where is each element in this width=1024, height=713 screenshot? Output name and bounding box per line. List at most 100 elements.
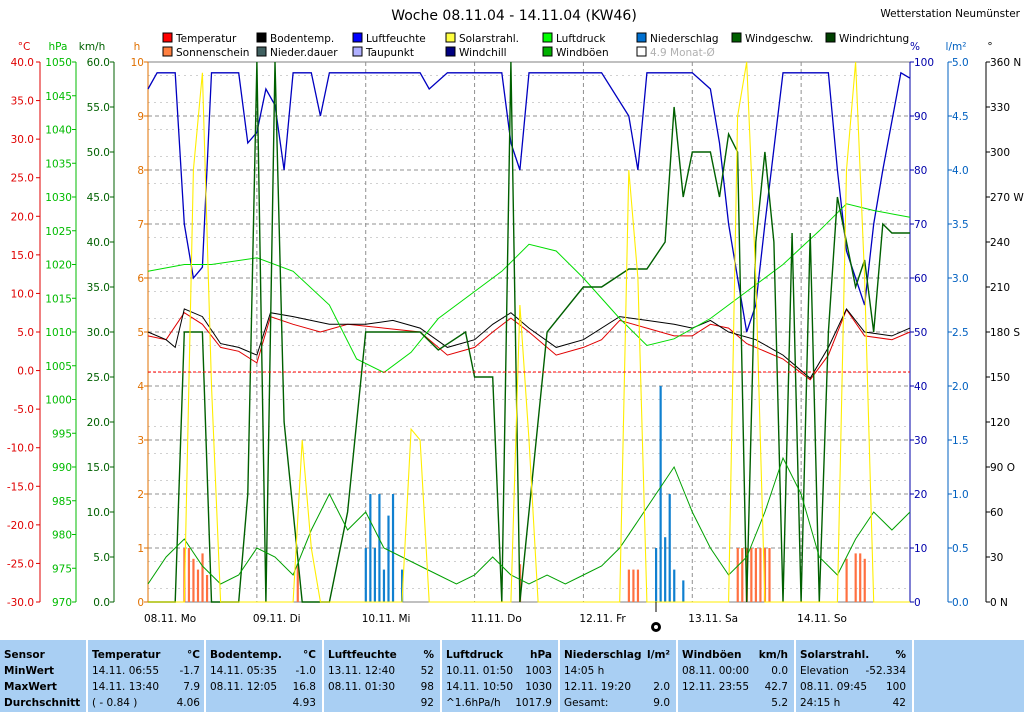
pressure-header: Luftdruck — [446, 649, 504, 661]
rain-tick-label: 1.0 — [952, 489, 969, 501]
rain-unit-label: l/m² — [946, 41, 967, 53]
percent-tick-label: 50 — [914, 327, 927, 339]
legend-swatch — [445, 32, 456, 43]
sunshine-bar — [187, 548, 191, 602]
humidity-min-time: 13.11. 12:40 — [328, 665, 395, 677]
wind-tick-label: 10.0 — [87, 507, 110, 519]
series-luftdruck — [147, 203, 911, 374]
series-bodentemp — [147, 307, 911, 380]
solar-avg: 42 — [892, 697, 906, 709]
sunshine-bar — [741, 548, 744, 602]
pressure-tick-label: 970 — [52, 597, 72, 609]
solar-duration: 24:15 h — [800, 697, 841, 709]
rain-bar — [682, 580, 685, 602]
percent-unit-label: % — [910, 41, 920, 53]
percent-tick-label: 80 — [914, 165, 927, 177]
rain-sum-label: Gesamt: — [564, 697, 609, 709]
rain-tick-label: 1.5 — [952, 435, 969, 447]
legend-label: Sonnenschein — [176, 47, 249, 59]
direction-tick-label: 30 — [990, 552, 1003, 564]
percent-tick-label: 30 — [914, 435, 927, 447]
sunshine-bar — [759, 548, 762, 602]
max-label: MaxWert — [4, 681, 57, 693]
x-tick-label: 09.11. Di — [253, 613, 301, 625]
sunshine-bar — [192, 558, 195, 602]
hours-tick-label: 10 — [131, 57, 144, 69]
rain-unit: l/m² — [647, 649, 670, 661]
soil-max: 16.8 — [292, 681, 316, 693]
pressure-tick-label: 980 — [52, 530, 72, 542]
hours-tick-label: 9 — [137, 111, 144, 123]
pressure-trend: ^1.6hPa/h — [446, 697, 501, 709]
legend-swatch — [542, 32, 553, 43]
legend-swatch — [542, 46, 553, 57]
direction-tick-label: 180 S — [990, 327, 1020, 339]
sunshine-bar — [627, 569, 630, 602]
stats-temperatur: Temperatur °C 14.11. 06:55 -1.7 14.11. 13:… — [92, 643, 202, 711]
hours-tick-label: 8 — [137, 165, 144, 177]
station-name: Wetterstation Neumünster — [880, 8, 1020, 20]
pressure-tick-label: 990 — [52, 462, 72, 474]
stats-solar: Solarstrahl.% Elevation -52.334 08.11. 09… — [800, 643, 908, 711]
pressure-tick-label: 1030 — [45, 192, 72, 204]
temp-min-time: 14.11. 06:55 — [92, 665, 159, 677]
pressure-tick-label: 1045 — [45, 91, 72, 103]
now-marker — [651, 602, 661, 632]
series-solarstrahl — [148, 61, 910, 603]
pressure-tick-label: 1000 — [45, 395, 72, 407]
soil-header: Bodentemp. — [210, 649, 282, 661]
legend-label: Taupunkt — [365, 47, 414, 59]
wind-tick-label: 40.0 — [87, 237, 110, 249]
legend-swatch — [445, 46, 456, 57]
soil-unit: °C — [303, 649, 316, 661]
stats-windboeen: Windböen km/h 08.11. 00:00 0.0 12.11. 23:5… — [682, 643, 790, 711]
sunshine-bar — [859, 553, 862, 602]
pressure-unit: hPa — [530, 649, 552, 661]
series-windben — [147, 456, 911, 585]
rain-bar — [668, 494, 671, 602]
statistics-table: Sensor MinWert MaxWert Durchschnitt Temp… — [0, 640, 1024, 712]
divider — [912, 640, 914, 712]
humidity-min: 52 — [420, 665, 434, 677]
divider — [558, 640, 560, 712]
percent-tick-label: 90 — [914, 111, 927, 123]
wind-unit-label: km/h — [79, 41, 106, 53]
legend-swatch — [636, 32, 647, 43]
hours-tick-label: 4 — [137, 381, 144, 393]
temp-tick-label: 25.0 — [11, 173, 34, 185]
direction-tick-label: 60 — [990, 507, 1003, 519]
direction-tick-label: 210 — [990, 282, 1010, 294]
sunshine-bar — [636, 569, 640, 602]
sunshine-bar — [845, 558, 848, 602]
percent-tick-label: 20 — [914, 489, 927, 501]
divider — [676, 640, 678, 712]
legend-swatch — [636, 46, 647, 57]
hours-tick-label: 1 — [137, 543, 144, 555]
sunshine-bar — [296, 564, 299, 602]
divider — [204, 640, 206, 712]
rain-tick-label: 5.0 — [952, 57, 969, 69]
legend-label: Luftdruck — [556, 33, 606, 45]
temp-tick-label: -25.0 — [7, 558, 34, 570]
legend-swatch — [731, 32, 742, 43]
wind-tick-label: 50.0 — [87, 147, 110, 159]
stats-sensor: Sensor MinWert MaxWert Durchschnitt — [4, 643, 86, 711]
pressure-tick-label: 1005 — [45, 361, 72, 373]
temp-tick-label: 10.0 — [11, 288, 34, 300]
temp-tick-label: 15.0 — [11, 250, 34, 262]
temp-tick-label: 0.0 — [17, 366, 34, 378]
series-luftfeuchte — [147, 71, 911, 333]
direction-tick-label: 240 — [990, 237, 1010, 249]
rain-bar — [378, 494, 381, 602]
pressure-tick-label: 995 — [52, 428, 72, 440]
wind-tick-label: 15.0 — [87, 462, 110, 474]
humidity-max-time: 08.11. 01:30 — [328, 681, 395, 693]
rain-header: Niederschlag — [564, 649, 642, 661]
sunshine-bar — [763, 548, 767, 602]
rain-bar — [369, 494, 372, 602]
pressure-avg: 1017.9 — [515, 697, 552, 709]
pressure-min-time: 10.11. 01:50 — [446, 665, 513, 677]
rain-bar — [401, 569, 404, 602]
rain-max: 2.0 — [653, 681, 670, 693]
direction-tick-label: 150 — [990, 372, 1010, 384]
